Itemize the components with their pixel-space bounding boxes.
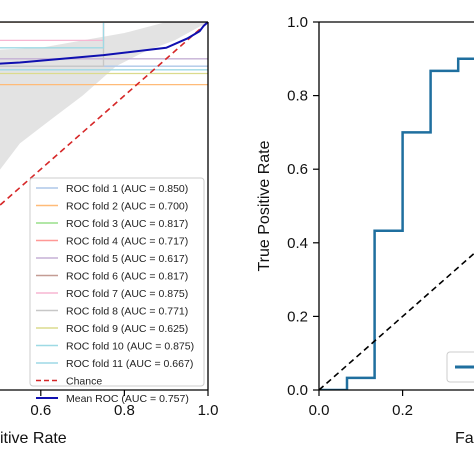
left-legend-items: ROC fold 1 (AUC = 0.850) ROC fold 2 (AUC … [36,183,194,405]
right-y-axis-title: True Positive Rate [256,140,273,271]
left-legend-label-roc-fold-10-auc-0-875: ROC fold 10 (AUC = 0.875) [66,341,194,353]
right-x-tick-label-0-2: 0.2 [392,402,413,419]
right-ticks: 0.00.20.40.00.20.40.60.81.0 [287,14,413,419]
left-legend: ROC fold 1 (AUC = 0.850) ROC fold 2 (AUC … [29,177,205,405]
left-panel: 0.6 0.8 1.0 itive Rate ROC fold 1 (AUC = 0… [0,21,218,447]
left-series-roc-fold-9-auc-0-625 [0,72,208,75]
left-series-roc-fold-11-auc-0-667 [0,69,208,71]
right-y-tick-label-0-2: 0.2 [287,308,308,325]
right-y-tick-label-0-8: 0.8 [287,88,308,105]
right-y-tick-label-1-0: 1.0 [287,14,308,31]
left-legend-label-roc-fold-8-auc-0-771: ROC fold 8 (AUC = 0.771) [66,306,188,318]
left-legend-label-roc-fold-9-auc-0-625: ROC fold 9 (AUC = 0.625) [66,323,188,335]
left-x-tick-label-0-8: 0.8 [114,402,135,419]
left-x-tick-label-1-0: 1.0 [198,402,219,419]
left-legend-label-roc-fold-2-auc-0-700: ROC fold 2 (AUC = 0.700) [66,201,188,213]
left-legend-label-roc-fold-3-auc-0-817: ROC fold 3 (AUC = 0.817) [66,218,188,230]
left-x-ticks: 0.6 0.8 1.0 [30,390,218,419]
left-legend-label-roc-fold-5-auc-0-617: ROC fold 5 (AUC = 0.617) [66,253,188,265]
left-legend-label-roc-fold-7-auc-0-875: ROC fold 7 (AUC = 0.875) [66,288,188,300]
left-series-roc-fold-10-auc-0-875 [0,22,208,49]
right-x-axis-title: Fa [455,430,474,447]
right-plot-area [319,57,474,390]
right-series-chance [319,252,474,390]
left-plot-area [0,22,208,207]
left-series-mean-roc-auc-0-757 [0,22,208,65]
right-y-tick-label-0-4: 0.4 [287,235,308,252]
right-y-tick-label-0-6: 0.6 [287,161,308,178]
left-x-axis-title: itive Rate [0,430,67,447]
left-legend-label-chance: Chance [66,376,102,388]
left-series-chance [0,22,208,207]
right-series-roc [319,57,474,390]
left-legend-label-roc-fold-1-auc-0-850: ROC fold 1 (AUC = 0.850) [66,183,188,195]
left-x-tick-label-0-6: 0.6 [30,402,51,419]
right-legend [446,351,474,383]
left-legend-box [29,177,205,387]
left-legend-label-roc-fold-6-auc-0-817: ROC fold 6 (AUC = 0.817) [66,271,188,283]
left-legend-label-mean-roc-auc-0-757: Mean ROC (AUC = 0.757) [66,393,189,405]
right-y-tick-label-0-0: 0.0 [287,382,308,399]
right-panel: 0.00.20.40.00.20.40.60.81.0 True Positiv… [256,14,474,447]
left-legend-label-roc-fold-4-auc-0-717: ROC fold 4 (AUC = 0.717) [66,236,188,248]
right-x-tick-label-0-0: 0.0 [309,402,330,419]
left-legend-label-roc-fold-11-auc-0-667: ROC fold 11 (AUC = 0.667) [66,358,193,370]
left-series-roc-fold-2-auc-0-700 [0,83,208,86]
